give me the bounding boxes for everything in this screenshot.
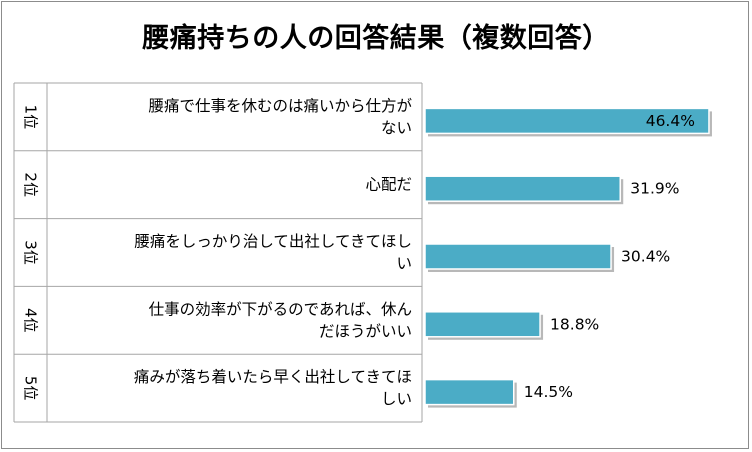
category-label: 痛みが落ち着いたら早く出社してきてほ — [134, 368, 412, 386]
bar — [424, 311, 541, 338]
rank-label: 5位 — [22, 376, 40, 401]
value-label: 14.5% — [524, 383, 573, 401]
bar — [424, 175, 621, 202]
value-label: 18.8% — [550, 315, 599, 333]
value-label: 30.4% — [621, 248, 670, 266]
category-label: だほうがいい — [319, 322, 412, 340]
category-label: 心配だ — [365, 176, 412, 194]
category-label: い — [396, 255, 412, 273]
rank-label: 1位 — [22, 105, 40, 130]
category-label: ない — [381, 119, 412, 137]
category-label: 仕事の効率が下がるのであれば、休ん — [149, 300, 412, 318]
value-label: 46.4% — [646, 112, 695, 130]
rank-label: 2位 — [22, 172, 40, 197]
bar — [424, 107, 710, 135]
value-label: 31.9% — [630, 180, 679, 198]
bar — [424, 243, 612, 270]
category-label: 腰痛で仕事を休むのは痛いから仕方が — [148, 97, 412, 115]
rank-label: 3位 — [22, 240, 40, 265]
category-label: 腰痛をしっかり治して出社してきてほし — [134, 233, 412, 251]
category-label: しい — [381, 390, 412, 408]
rank-label: 4位 — [22, 308, 40, 333]
chart-title: 腰痛持ちの人の回答結果（複数回答） — [142, 23, 610, 54]
bar — [424, 378, 515, 406]
